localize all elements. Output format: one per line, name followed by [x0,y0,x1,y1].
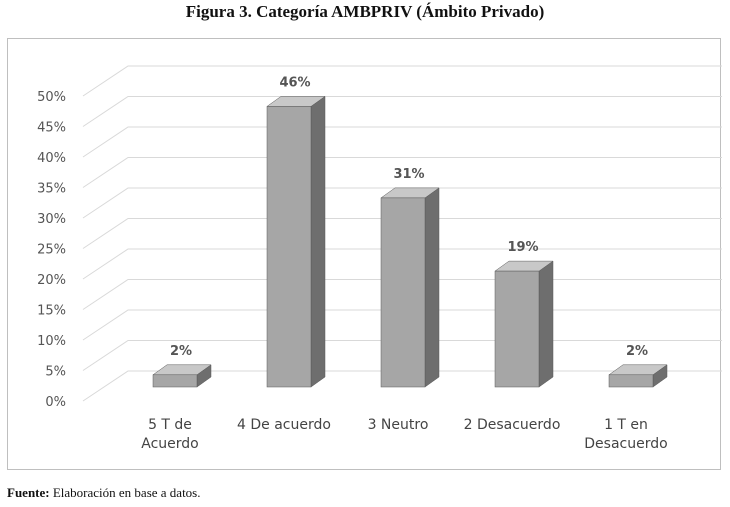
category-label: 3 Neutro [368,417,429,433]
category-label: 5 T de Acuerdo [141,417,198,452]
y-tick-label: 35% [37,182,66,197]
y-tick-label: 25% [37,243,66,258]
bar [152,364,212,388]
figure-source: Fuente: Elaboración en base a datos. [7,485,201,501]
y-tick-label: 45% [37,121,66,136]
category-label: 1 T en Desacuerdo [584,417,667,452]
data-label: 2% [626,344,648,359]
bars [152,95,668,388]
gridline [82,218,722,249]
y-tick-label: 5% [45,365,66,380]
data-label: 19% [507,240,538,255]
bar [494,260,554,388]
gridline [82,65,722,97]
category-label: 2 Desacuerdo [464,417,561,433]
gridline [82,126,722,158]
y-tick-label: 20% [37,273,66,288]
y-tick-label: 0% [45,395,66,410]
chart-frame: 0% 5% 10% 15% 20% 25% 30% 35% 40% 45% 50% 2% 46% 31%… [7,38,722,470]
bar [380,187,440,388]
gridlines [82,65,722,402]
y-tick-label: 15% [37,304,66,319]
bar-chart: 0% 5% 10% 15% 20% 25% 30% 35% 40% 45% 50% 2% 46% 31%… [37,65,722,452]
data-labels: 2% 46% 31% 19% 2% [170,75,648,358]
gridline [82,248,722,280]
category-label: 4 De acuerdo [237,417,331,433]
data-label: 31% [393,167,424,182]
source-text: Elaboración en base a datos. [49,485,201,500]
y-axis-ticks: 0% 5% 10% 15% 20% 25% 30% 35% 40% 45% 50% [37,90,66,410]
y-tick-label: 50% [37,90,66,105]
gridline [82,157,722,188]
y-tick-label: 40% [37,151,66,166]
bar [266,95,326,388]
bar [608,364,668,388]
data-label: 46% [279,75,310,90]
data-label: 2% [170,344,192,359]
figure-title: Figura 3. Categoría AMBPRIV (Ámbito Priv… [185,2,545,21]
x-axis-categories: 5 T de Acuerdo 4 De acuerdo 3 Neutro 2 Desac… [141,417,667,452]
y-tick-label: 10% [37,334,66,349]
gridline [82,96,722,127]
gridline [82,187,722,219]
y-tick-label: 30% [37,212,66,227]
source-label: Fuente: [7,485,50,500]
